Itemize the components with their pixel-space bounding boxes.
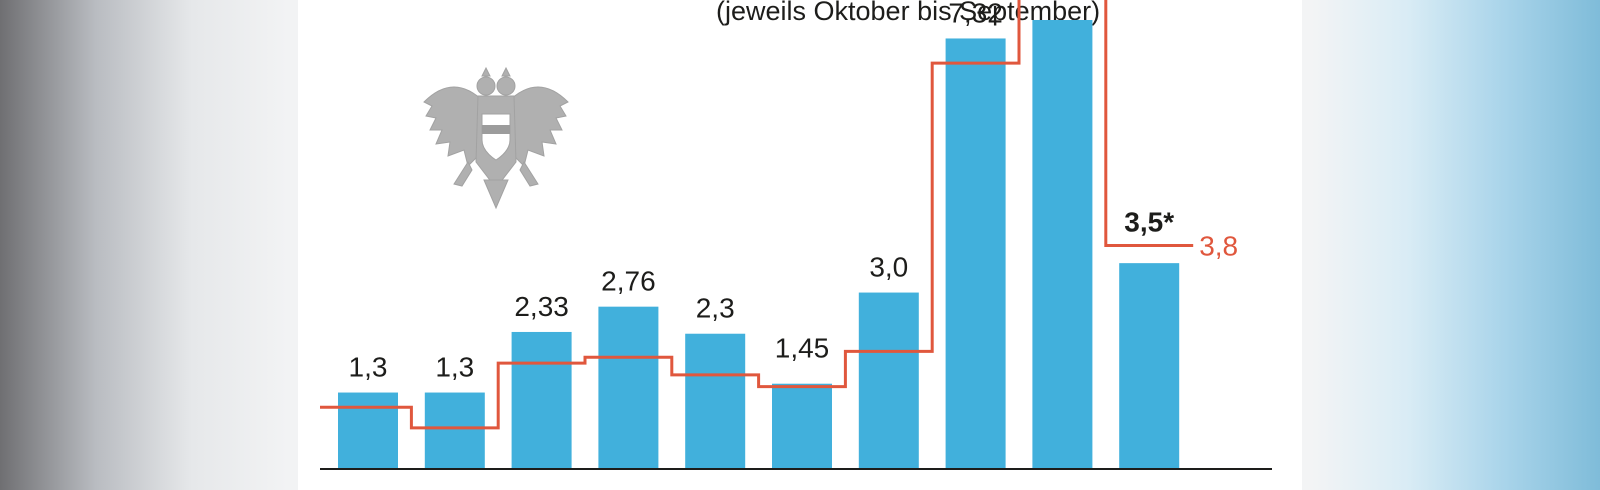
bar-6 <box>772 383 832 469</box>
bar-label-5: 2,3 <box>696 293 735 324</box>
line-end-label: 3,8 <box>1199 231 1238 262</box>
bar-3 <box>511 331 572 469</box>
bar-label-3: 2,33 <box>514 291 569 322</box>
bar-1 <box>338 392 398 469</box>
bar-9 <box>1032 20 1093 469</box>
bar-label-7: 3,0 <box>869 252 908 283</box>
bar-4 <box>598 306 659 469</box>
bar-label-10: 3,5* <box>1124 207 1174 238</box>
bar-chart: (jeweils Oktober bis September) 1,3 1,32,… <box>320 0 1272 470</box>
bar-label-4: 2,76 <box>601 266 656 297</box>
eagle-icon <box>423 66 569 210</box>
bar-8 <box>945 38 1006 470</box>
bar-5 <box>685 333 746 469</box>
bar-2 <box>424 392 485 469</box>
bar-10 <box>1119 263 1180 469</box>
chart-panel: (jeweils Oktober bis September) 1,3 1,3 2,… <box>298 0 1302 490</box>
bar-label-8: 7,32 <box>948 0 1003 28</box>
step-line <box>320 0 1194 430</box>
bar-7 <box>858 292 919 469</box>
bar-label-2: 1,3 <box>435 352 474 383</box>
bar-label-6: 1,45 <box>775 333 830 364</box>
bar-label-1: 1,3 <box>349 352 388 383</box>
